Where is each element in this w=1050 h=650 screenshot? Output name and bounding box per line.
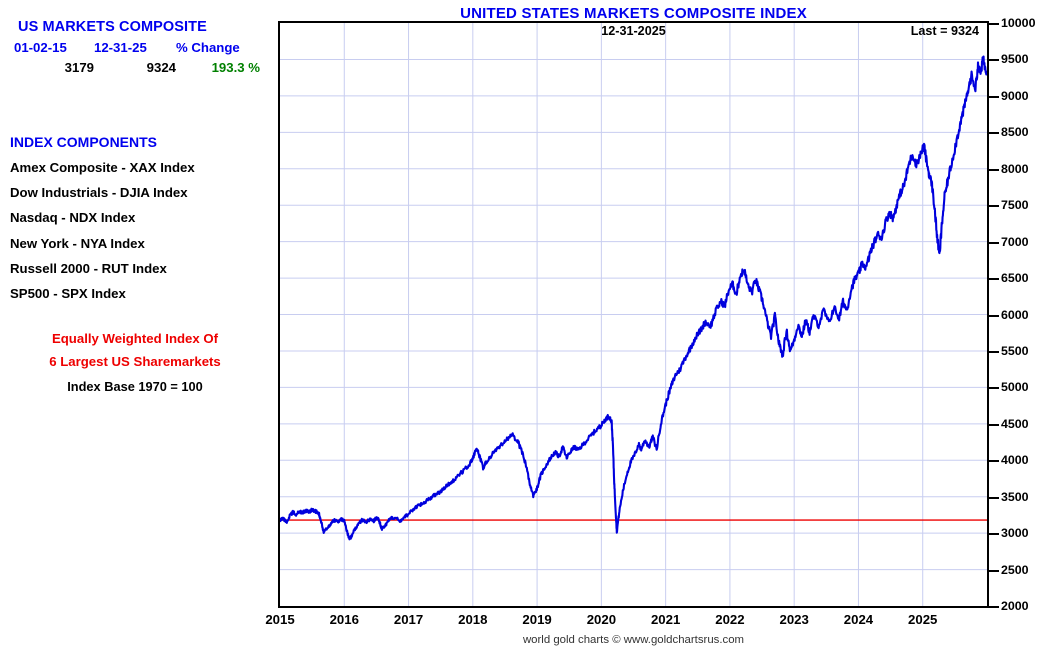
index-component-item: Nasdaq - NDX Index	[10, 210, 136, 226]
summary-value-start: 3179	[64, 60, 94, 75]
index-components-list: Amex Composite - XAX Index Dow Industrial…	[10, 155, 260, 306]
y-axis-tick-label: 4500	[1001, 416, 1029, 431]
summary-header-start-date: 01-02-15	[14, 40, 67, 55]
y-axis-tick-label: 6500	[1001, 271, 1029, 286]
note-largest-sharemarkets: 6 Largest US Sharemarkets	[49, 354, 221, 369]
y-axis-tick-mark	[989, 606, 999, 608]
y-axis-tick-label: 7500	[1001, 198, 1029, 213]
index-component-item: Amex Composite - XAX Index	[10, 160, 195, 175]
y-axis-tick-label: 9500	[1001, 52, 1029, 67]
x-axis-tick-label: 2025	[908, 612, 938, 627]
horizontal-gridlines	[280, 58, 987, 571]
y-axis-tick-mark	[989, 278, 999, 281]
y-axis-tick-mark	[989, 460, 999, 463]
y-axis-tick-mark	[989, 387, 999, 390]
y-axis-tick-mark	[989, 496, 999, 499]
y-axis-tick-mark	[989, 205, 999, 208]
y-axis-tick-mark	[989, 168, 999, 171]
y-axis-tick-label: 3500	[1001, 489, 1029, 504]
y-axis-tick-label: 9000	[1001, 88, 1029, 103]
y-axis-tick-mark	[989, 241, 999, 244]
chart-plot-area	[278, 21, 989, 608]
x-axis-tick-label: 2015	[265, 612, 295, 627]
index-component-item: Dow Industrials - DJIA Index	[10, 185, 188, 201]
x-axis-tick-label: 2021	[650, 612, 681, 627]
y-axis-tick-label: 7000	[1001, 234, 1029, 249]
summary-header-pct-change: % Change	[176, 40, 240, 55]
x-axis-tick-label: 2023	[779, 612, 809, 627]
summary-value-row: 3179 9324 193.3 %	[14, 60, 260, 80]
y-axis-tick-label: 2000	[1001, 599, 1029, 613]
y-axis-tick-label: 6000	[1001, 307, 1029, 322]
x-axis-tick-label: 2018	[458, 612, 488, 627]
footer-credit: world gold charts © www.goldchartsrus.co…	[522, 634, 745, 646]
y-axis-tick-label: 5000	[1001, 380, 1029, 395]
y-axis-tick-mark	[989, 95, 999, 98]
y-axis-tick-label: 3000	[1001, 526, 1029, 541]
summary-value-end: 9324	[146, 60, 176, 75]
note-equally-weighted: Equally Weighted Index Of	[51, 331, 219, 346]
y-axis-tick-mark	[989, 314, 999, 317]
y-axis-tick-mark	[989, 132, 999, 135]
x-axis-tick-label: 2022	[715, 612, 745, 627]
summary-header-end-date: 12-31-25	[94, 40, 147, 55]
x-axis-tick-label: 2020	[586, 612, 617, 627]
summary-value-pct-change: 193.3 %	[211, 60, 260, 75]
x-axis-tick-label: 2016	[329, 612, 359, 627]
summary-header-row: 01-02-15 12-31-25 % Change	[14, 40, 260, 60]
index-components-title: INDEX COMPONENTS	[10, 134, 158, 150]
y-axis-tick-mark	[989, 533, 999, 536]
y-axis-tick-label: 2500	[1001, 562, 1029, 577]
index-component-item: Russell 2000 - RUT Index	[10, 260, 167, 276]
chart-svg	[280, 23, 987, 606]
note-index-base: Index Base 1970 = 100	[67, 379, 203, 394]
y-axis-tick-label: 5500	[1001, 343, 1029, 358]
y-axis-tick-mark	[989, 423, 999, 426]
y-axis-tick-label: 4000	[1001, 453, 1029, 468]
sidebar-title: US MARKETS COMPOSITE	[18, 19, 207, 35]
y-axis-tick-label: 8000	[1001, 161, 1029, 176]
chart-title: UNITED STATES MARKETS COMPOSITE INDEX	[460, 5, 807, 22]
info-sidebar: US MARKETS COMPOSITE 01-02-15 12-31-25 %…	[0, 0, 270, 650]
y-axis-tick-label: 10000	[1001, 16, 1036, 30]
y-axis-tick-label: 8500	[1001, 125, 1029, 140]
y-axis-tick-mark	[989, 23, 999, 25]
x-axis-tick-label: 2024	[843, 612, 874, 627]
y-axis-tick-mark	[989, 59, 999, 62]
index-component-item: SP500 - SPX Index	[10, 286, 126, 302]
index-line-series	[280, 55, 987, 541]
y-axis-tick-mark	[989, 350, 999, 353]
summary-table: 01-02-15 12-31-25 % Change 3179 9324 193…	[14, 40, 260, 80]
x-axis-tick-label: 2019	[522, 612, 552, 627]
y-axis-tick-mark	[989, 569, 999, 572]
index-component-item: New York - NYA Index	[10, 235, 145, 251]
x-axis-tick-label: 2017	[393, 612, 424, 627]
